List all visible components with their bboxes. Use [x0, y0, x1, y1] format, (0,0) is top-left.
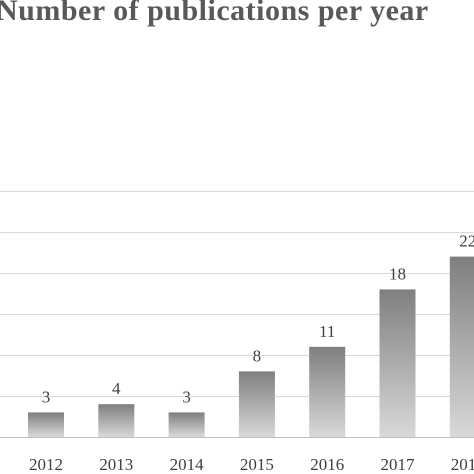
bar-2016	[309, 346, 346, 437]
x-tick-label-2013: 2013	[99, 455, 133, 474]
bar-2015	[238, 371, 275, 437]
x-tick-label-2012: 2012	[29, 455, 63, 474]
x-tick-label-2017: 2017	[381, 455, 416, 474]
x-tick-label-2018: 2018	[451, 455, 474, 474]
bar-2012	[28, 412, 64, 437]
data-label-2018: 22	[459, 232, 474, 251]
x-tick-label-2016: 2016	[310, 455, 344, 474]
bar-2014	[168, 412, 205, 437]
data-label-2017: 18	[389, 264, 406, 283]
bar-2013	[98, 404, 135, 437]
data-label-2012: 3	[42, 387, 51, 406]
data-label-2014: 3	[182, 387, 191, 406]
x-tick-label-2015: 2015	[240, 455, 274, 474]
data-label-2013: 4	[112, 379, 121, 398]
bar-2018	[449, 256, 474, 437]
data-label-2016: 11	[319, 322, 335, 341]
chart-title: Number of publications per year	[0, 0, 429, 27]
bars	[28, 256, 474, 437]
x-tick-labels: 2012 2013 2014 2015 2016 2017 2018	[29, 455, 474, 474]
bar-2017	[379, 289, 416, 437]
gridlines	[0, 191, 474, 438]
data-labels: 3 4 3 8 11 18 22	[42, 232, 474, 407]
data-label-2015: 8	[253, 346, 262, 365]
x-tick-label-2014: 2014	[170, 455, 205, 474]
